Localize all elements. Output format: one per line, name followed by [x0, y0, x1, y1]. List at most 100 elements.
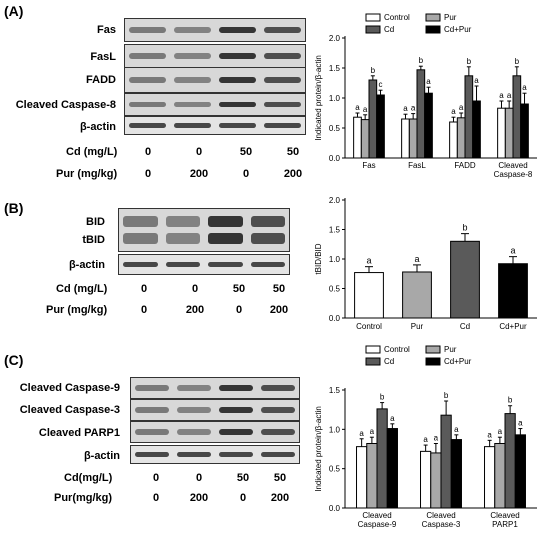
treatment-label-cd: Cd(mg/L)	[64, 472, 113, 484]
blot-label-fasl: FasL	[90, 51, 116, 63]
treatment-value: 50	[273, 472, 287, 484]
significance-letter: b	[462, 223, 467, 233]
treatment-value: 0	[239, 492, 247, 504]
bar	[430, 452, 442, 509]
x-tick-label: FasL	[408, 161, 426, 170]
significance-letter: a	[459, 103, 464, 112]
bar	[498, 263, 528, 319]
treatment-label-cd: Cd (mg/L)	[56, 283, 108, 295]
blot-band	[174, 101, 211, 108]
blot-band	[264, 76, 301, 84]
significance-letter: a	[434, 433, 439, 442]
bar	[472, 100, 481, 159]
blot-band	[129, 76, 166, 84]
bar	[386, 428, 398, 509]
significance-letter: b	[419, 56, 424, 65]
y-axis-label: Indicated protein/β-actin	[314, 406, 323, 492]
blot-band	[250, 261, 285, 268]
bar	[408, 118, 418, 159]
blot-band	[219, 26, 256, 34]
bar	[514, 434, 526, 509]
legend-swatch	[425, 25, 441, 34]
x-tick-label: Pur	[411, 322, 424, 331]
y-tick-label: 0.0	[329, 504, 341, 513]
legend-swatch	[365, 13, 381, 22]
legend-swatch	[425, 13, 441, 22]
legend-label: Pur	[444, 345, 457, 354]
treatment-value: 50	[239, 146, 253, 158]
legend-label: Cd+Pur	[444, 25, 472, 34]
x-tick-label: Cd+Pur	[499, 322, 527, 331]
y-tick-label: 2.0	[329, 34, 341, 43]
bar	[449, 121, 458, 159]
y-tick-label: 2.0	[329, 196, 341, 205]
legend-swatch	[365, 25, 381, 34]
bar	[402, 271, 432, 319]
treatment-value: 200	[270, 492, 290, 504]
y-tick-label: 1.0	[329, 255, 341, 264]
blot-band	[174, 26, 211, 34]
blot-label-beta-actin: β-actin	[83, 450, 120, 462]
y-tick-label: 0.0	[329, 154, 341, 163]
treatment-value: 0	[242, 168, 250, 180]
blot-label-cleaved-parp1: Cleaved PARP1	[38, 427, 120, 439]
panel-label-b: (B)	[4, 200, 24, 216]
significance-letter: a	[366, 256, 371, 266]
treatment-value: 0	[195, 472, 203, 484]
blot-band	[250, 215, 285, 228]
blot-label-bid: BID	[86, 216, 105, 228]
legend-label: Control	[384, 345, 410, 354]
x-tick-label: Caspase-8	[494, 170, 533, 179]
bar	[376, 408, 388, 509]
bar	[484, 446, 496, 509]
significance-letter: b	[371, 66, 376, 75]
bar	[494, 442, 506, 509]
blot-strip-bid-tbid	[118, 208, 290, 252]
significance-letter: a	[518, 419, 523, 428]
significance-letter: a	[454, 425, 459, 434]
bar	[366, 442, 378, 509]
blot-band	[261, 385, 295, 391]
significance-letter: a	[359, 429, 364, 438]
significance-letter: c	[379, 80, 383, 89]
treatment-value: 0	[191, 283, 199, 295]
significance-letter: a	[411, 104, 416, 113]
significance-letter: b	[380, 393, 385, 402]
y-axis-label: tBID/BID	[314, 243, 323, 274]
blot-band	[264, 123, 301, 128]
treatment-value: 0	[140, 283, 148, 295]
x-tick-label: Cleaved	[498, 161, 527, 170]
blot-band	[165, 232, 200, 245]
blot-strip-beta-actin	[130, 445, 300, 464]
significance-letter: a	[370, 427, 375, 436]
x-tick-label: Caspase-9	[358, 520, 397, 529]
legend-swatch	[425, 357, 441, 366]
blot-band	[165, 261, 200, 268]
panel-label-a: (A)	[4, 3, 24, 19]
blot-band	[135, 452, 169, 457]
treatment-label-cd: Cd (mg/L)	[66, 146, 118, 158]
treatment-value: 0	[140, 304, 148, 316]
bar	[504, 107, 514, 159]
blot-band	[135, 407, 169, 413]
significance-letter: a	[507, 91, 512, 100]
legend-label: Pur	[444, 13, 457, 22]
x-tick-label: Cleaved	[426, 511, 455, 520]
bar	[497, 107, 506, 159]
legend-label: Cd	[384, 25, 394, 34]
treatment-value: 200	[283, 168, 303, 180]
treatment-value: 0	[152, 492, 160, 504]
y-tick-label: 1.5	[329, 386, 341, 395]
x-tick-label: FADD	[454, 161, 476, 170]
significance-letter: b	[508, 396, 513, 405]
blot-band	[219, 429, 253, 435]
blot-label-tbid: tBID	[82, 234, 105, 246]
panel-label-c: (C)	[4, 352, 24, 368]
blot-band	[177, 385, 211, 391]
bar	[456, 117, 466, 159]
treatment-value: 0	[195, 146, 203, 158]
blot-label-fas: Fas	[97, 24, 116, 36]
blot-band	[123, 261, 158, 268]
blot-label-cleaved-caspase-3: Cleaved Caspase-3	[19, 404, 120, 416]
y-tick-label: 0.0	[329, 314, 341, 323]
